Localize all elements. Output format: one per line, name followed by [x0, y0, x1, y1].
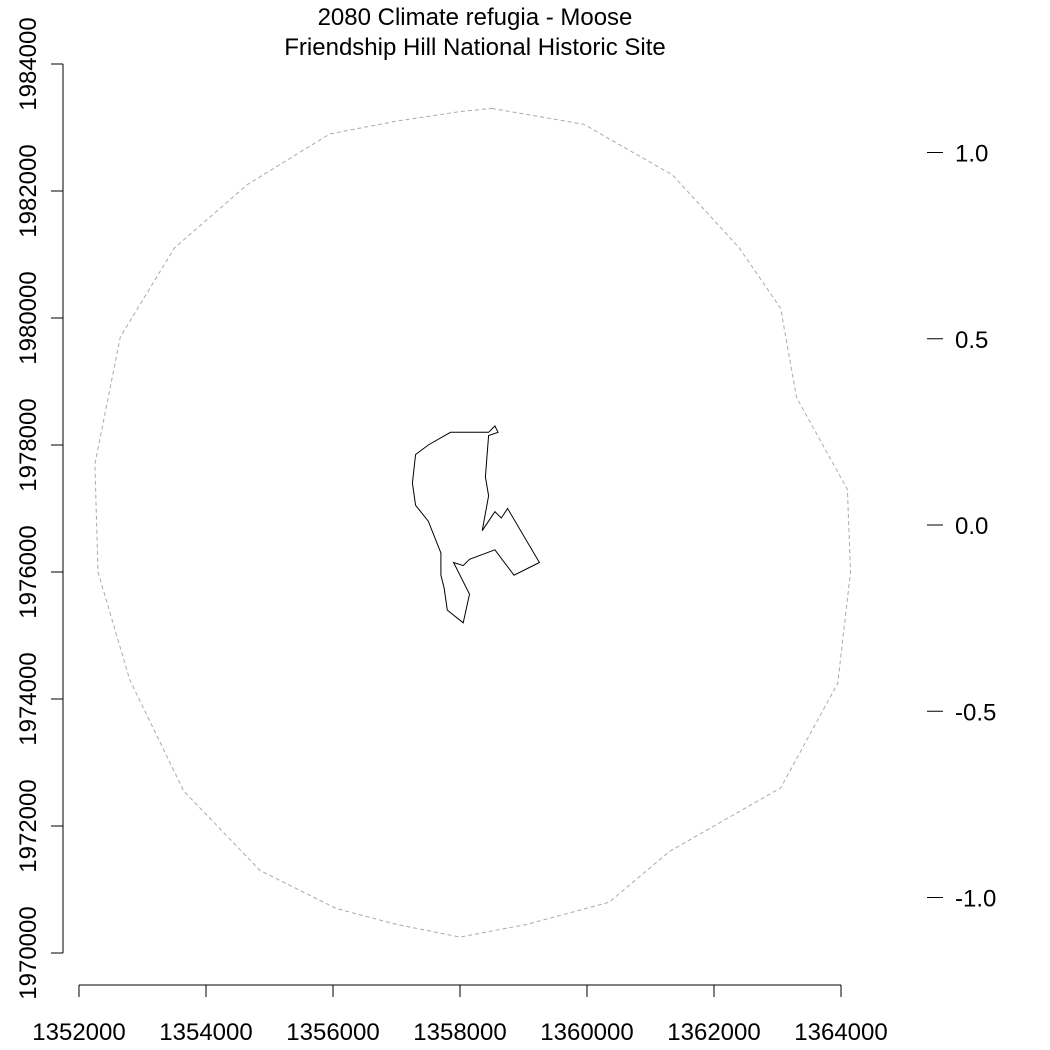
y-tick-label: 1970000 [15, 906, 42, 999]
legend-tick-label: 0.0 [955, 513, 988, 540]
park-boundary [411, 425, 541, 624]
legend-tick-label: 1.0 [955, 141, 988, 168]
legend-tick-label: 0.5 [955, 327, 988, 354]
x-tick-label: 1354000 [159, 1019, 252, 1046]
legend-tick-label: -1.0 [955, 886, 996, 913]
x-axis: 1352000 1354000 1356000 1358000 1360000 13620… [32, 984, 888, 1046]
x-tick-label: 1360000 [540, 1019, 633, 1046]
buffer-outline [94, 107, 852, 938]
chart-title: 2080 Climate refugia - Moose [317, 4, 633, 31]
y-tick-label: 1976000 [15, 525, 42, 618]
y-tick-label: 1980000 [15, 271, 42, 364]
chart-subtitle: Friendship Hill National Historic Site [284, 34, 666, 61]
y-tick-label: 1984000 [15, 17, 42, 110]
y-tick-label: 1974000 [15, 652, 42, 745]
x-tick-label: 1358000 [413, 1019, 506, 1046]
x-tick-label: 1352000 [32, 1019, 125, 1046]
x-tick-label: 1364000 [794, 1019, 887, 1046]
x-tick-label: 1356000 [286, 1019, 379, 1046]
buffer-layer [94, 107, 852, 938]
x-tick-label: 1362000 [667, 1019, 760, 1046]
y-tick-label: 1982000 [15, 144, 42, 237]
y-axis: 1970000 1972000 1974000 1976000 1978000 19800… [15, 17, 64, 1000]
y-tick-label: 1972000 [15, 779, 42, 872]
y-tick-label: 1978000 [15, 398, 42, 491]
legend-tick-label: -0.5 [955, 699, 996, 726]
legend-axis: 1.0 0.5 0.0 -0.5 -1.0 [927, 141, 996, 913]
park-boundary-layer [411, 425, 541, 624]
